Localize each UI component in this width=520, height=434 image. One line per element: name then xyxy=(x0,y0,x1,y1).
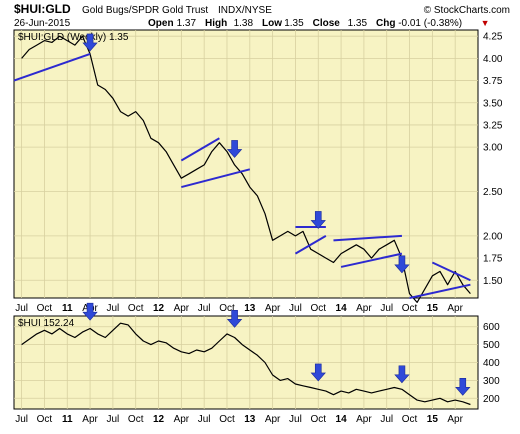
trendline xyxy=(294,235,327,255)
chart-date: 26-Jun-2015 xyxy=(14,18,71,29)
x-tick-label: Jul xyxy=(198,414,211,425)
trendline xyxy=(340,252,403,268)
quote-label: Chg xyxy=(376,18,395,29)
y-tick-label: 3.75 xyxy=(483,76,503,87)
trendline xyxy=(181,168,251,189)
series-line xyxy=(21,35,471,303)
x-tick-label: Apr xyxy=(82,414,98,425)
stockcharts-watermark: © StockCharts.com xyxy=(424,5,510,16)
x-tick-label: Jul xyxy=(15,303,28,314)
x-tick-label: Jul xyxy=(106,303,119,314)
x-tick-label: Jul xyxy=(289,303,302,314)
ratio-panel: 1.50 1.75 2.00 2.50 3.00 3.25 3.50 3.75 4.00 4.25… xyxy=(13,29,503,314)
chart-symbol: $HUI:GLD xyxy=(14,2,71,16)
x-tick-label: Oct xyxy=(37,414,53,425)
trendline xyxy=(333,234,402,242)
x-tick-label: Jul xyxy=(15,414,28,425)
x-tick-label: Jul xyxy=(289,414,302,425)
x-tick-label: Oct xyxy=(128,414,144,425)
y-tick-label: 2.50 xyxy=(483,187,503,198)
trendline xyxy=(409,283,471,299)
trendline xyxy=(431,261,471,282)
down-arrow-icon xyxy=(394,255,410,274)
y-tick-label: 400 xyxy=(483,358,500,369)
quote-value: -0.01 (-0.38%) xyxy=(398,18,462,29)
x-tick-label: Oct xyxy=(402,414,418,425)
x-tick-label: Jul xyxy=(380,303,393,314)
quote-label: High xyxy=(205,18,227,29)
x-tick-label: Apr xyxy=(447,414,463,425)
x-tick-label: Apr xyxy=(447,303,463,314)
down-arrow-icon xyxy=(455,377,471,396)
x-tick-label: 13 xyxy=(244,303,256,314)
y-tick-label: 1.75 xyxy=(483,254,503,265)
down-arrow-icon xyxy=(82,33,98,52)
x-tick-label: 12 xyxy=(153,414,165,425)
x-tick-label: 11 xyxy=(62,303,73,314)
down-arrow-icon xyxy=(310,211,326,229)
x-tick-label: 14 xyxy=(336,303,348,314)
x-tick-label: Jul xyxy=(380,414,393,425)
series-legend-label: $HUI:GLD (Weekly) 1.35 xyxy=(18,32,129,43)
down-arrow-icon xyxy=(226,310,243,328)
y-tick-label: 300 xyxy=(483,376,500,387)
quote-value: 1.35 xyxy=(284,18,304,29)
quote-label: Close xyxy=(313,18,341,29)
x-tick-label: Apr xyxy=(265,303,281,314)
y-tick-label: 1.50 xyxy=(483,276,503,287)
x-tick-label: Apr xyxy=(174,414,190,425)
trendline xyxy=(13,53,91,82)
hui-panel: 200 300 400 500 600 Jul Oct 11 Apr Jul Oct 12 Apr Jul… xyxy=(13,302,500,425)
x-tick-label: Oct xyxy=(219,414,235,425)
chart-exchange: INDX/NYSE xyxy=(218,5,272,16)
x-tick-label: 11 xyxy=(62,414,73,425)
x-tick-label: Apr xyxy=(174,303,190,314)
x-tick-label: 15 xyxy=(427,414,439,425)
quote-value: 1.38 xyxy=(234,18,254,29)
down-arrow-icon xyxy=(394,365,410,384)
y-tick-label: 4.25 xyxy=(483,32,503,43)
y-tick-label: 4.00 xyxy=(483,54,503,65)
series-line xyxy=(21,322,471,406)
x-tick-label: Apr xyxy=(356,414,372,425)
y-tick-label: 600 xyxy=(483,322,500,333)
quote-label: Low xyxy=(262,18,282,29)
x-tick-label: Oct xyxy=(37,303,53,314)
x-tick-label: Oct xyxy=(128,303,144,314)
x-tick-label: 15 xyxy=(427,303,439,314)
x-tick-label: Jul xyxy=(198,303,211,314)
quote-label: Open xyxy=(148,18,174,29)
y-tick-label: 3.25 xyxy=(483,120,503,131)
quote-value: 1.37 xyxy=(177,18,197,29)
down-arrow-icon xyxy=(226,140,243,158)
down-arrow-icon xyxy=(82,302,98,321)
y-tick-label: 500 xyxy=(483,340,500,351)
x-tick-label: Oct xyxy=(219,303,235,314)
series-legend-label: $HUI 152.24 xyxy=(18,318,75,329)
y-tick-label: 3.00 xyxy=(483,143,503,154)
y-tick-label: 3.50 xyxy=(483,98,503,109)
quote-value: 1.35 xyxy=(348,18,368,29)
x-tick-label: 13 xyxy=(244,414,256,425)
x-tick-label: Oct xyxy=(310,414,326,425)
y-tick-label: 2.00 xyxy=(483,231,503,242)
down-arrow-icon xyxy=(310,363,326,382)
x-tick-label: Oct xyxy=(310,303,326,314)
x-tick-label: 12 xyxy=(153,303,165,314)
y-tick-label: 200 xyxy=(483,394,500,405)
x-tick-label: Apr xyxy=(356,303,372,314)
down-marker-icon: ▼ xyxy=(481,18,490,28)
x-tick-label: Oct xyxy=(402,303,418,314)
x-tick-label: Apr xyxy=(265,414,281,425)
x-tick-label: 14 xyxy=(336,414,348,425)
chart-name: Gold Bugs/SPDR Gold Trust xyxy=(82,5,208,16)
trendline xyxy=(180,137,220,162)
quote-row: Open 1.37 High 1.38 Low 1.35 Close 1.35 Chg -0.01… xyxy=(148,18,490,29)
x-tick-label: Jul xyxy=(106,414,119,425)
